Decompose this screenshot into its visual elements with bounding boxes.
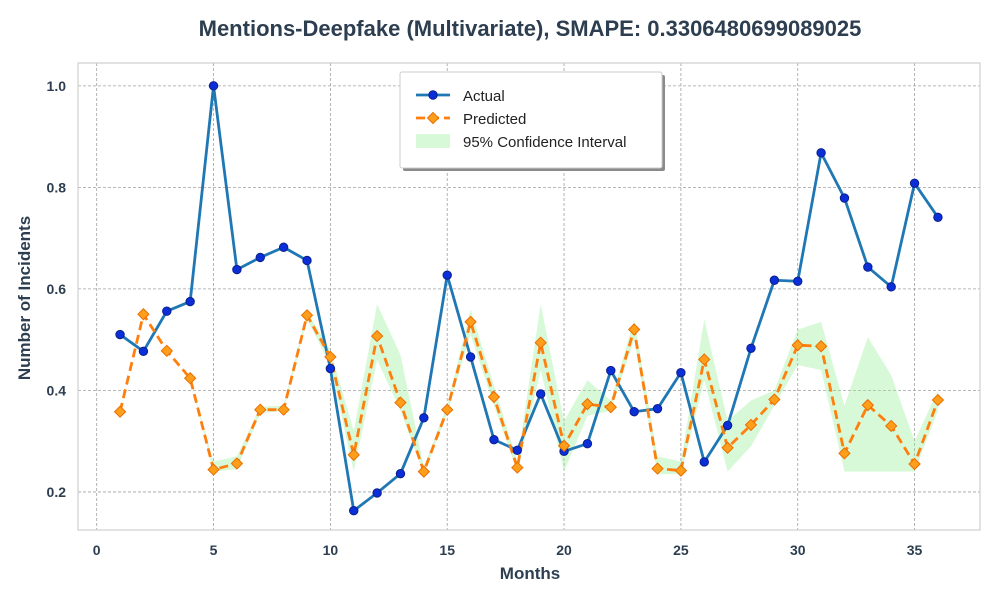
predicted-point (651, 462, 664, 475)
predicted-point (814, 340, 828, 353)
legend-actual-marker (428, 90, 438, 100)
predicted-point (183, 372, 197, 385)
actual-point (816, 148, 826, 158)
predicted-point (207, 463, 220, 476)
actual-point (115, 329, 125, 340)
actual-point (489, 434, 499, 445)
actual-point (629, 407, 639, 417)
actual-point (512, 445, 523, 456)
actual-point (746, 343, 756, 353)
actual-point (769, 275, 780, 285)
actual-point (839, 193, 850, 203)
y-axis-label: Number of Incidents (15, 216, 34, 380)
actual-point (208, 81, 219, 91)
predicted-point (370, 329, 384, 343)
predicted-point (464, 315, 477, 329)
predicted-point (487, 390, 501, 404)
chart-title: Mentions-Deepfake (Multivariate), SMAPE:… (199, 16, 862, 41)
actual-point (699, 457, 709, 467)
legend-predicted-marker (426, 111, 440, 125)
legend-box (399, 71, 663, 169)
actual-point (886, 282, 896, 292)
predicted-point (511, 461, 524, 474)
actual-point (933, 212, 943, 223)
actual-point (606, 365, 616, 376)
predicted-point (160, 344, 174, 358)
x-tick-label: 0 (93, 542, 101, 558)
predicted-point (557, 439, 571, 452)
actual-point (863, 262, 873, 272)
predicted-point (674, 464, 688, 477)
predicted-point (768, 393, 781, 406)
actual-point (138, 346, 149, 357)
predicted-point (113, 405, 127, 418)
predicted-point (698, 353, 711, 366)
predicted-point (744, 418, 758, 432)
predicted-series-line (118, 312, 940, 474)
predicted-point (791, 339, 804, 352)
legend-actual-label: Actual (463, 88, 505, 105)
actual-point (793, 276, 803, 286)
x-tick-label: 5 (210, 542, 218, 558)
predicted-point (581, 397, 594, 411)
actual-point (582, 439, 593, 449)
actual-point (325, 363, 336, 374)
predicted-point (931, 393, 945, 407)
x-tick-label: 15 (439, 542, 455, 558)
x-axis-label: Months (500, 564, 560, 583)
actual-point (232, 264, 242, 275)
predicted-point (137, 308, 150, 321)
actual-point (372, 488, 382, 498)
plot-frame (77, 62, 981, 531)
actual-point (278, 242, 289, 252)
predicted-point (300, 309, 314, 322)
predicted-point (254, 403, 267, 416)
x-tick-label: 30 (790, 542, 806, 558)
predicted-point (394, 396, 407, 409)
actual-point (442, 270, 452, 280)
actual-point (722, 420, 733, 431)
y-tick-label: 0.8 (47, 179, 67, 195)
actual-point (465, 352, 476, 362)
predicted-point (838, 447, 851, 460)
predicted-point (884, 419, 898, 433)
actual-point (676, 367, 686, 378)
predicted-point (604, 400, 617, 414)
actual-point (535, 389, 546, 399)
predicted-point (861, 398, 875, 412)
predicted-point (324, 350, 337, 364)
x-tick-label: 10 (323, 542, 339, 558)
legend-predicted-label: Predicted (463, 111, 526, 128)
y-tick-label: 0.2 (47, 484, 67, 500)
predicted-point (347, 448, 360, 462)
actual-point (302, 255, 312, 266)
actual-point (419, 413, 429, 423)
legend: Actual Predicted 95% Confidence Interval (399, 71, 665, 171)
predicted-point (908, 457, 921, 471)
predicted-point (441, 403, 454, 416)
x-tick-label: 25 (673, 542, 689, 558)
actual-point (652, 403, 663, 414)
predicted-point (721, 441, 734, 454)
predicted-point (417, 465, 431, 478)
actual-point (185, 296, 195, 307)
actual-point (255, 252, 265, 263)
x-tick-label: 20 (556, 542, 572, 558)
x-tick-label: 35 (907, 542, 923, 558)
legend-ci-label: 95% Confidence Interval (463, 134, 626, 151)
actual-point (162, 306, 172, 316)
predicted-point (627, 323, 641, 336)
y-tick-label: 1.0 (47, 78, 67, 94)
actual-point (349, 506, 359, 516)
predicted-point (534, 336, 547, 349)
y-tick-label: 0.6 (47, 281, 67, 297)
actual-point (395, 468, 406, 479)
predicted-point (230, 457, 244, 470)
legend-ci-swatch (416, 134, 450, 148)
actual-point (909, 178, 920, 189)
y-tick-label: 0.4 (47, 382, 67, 398)
predicted-point (277, 403, 290, 416)
